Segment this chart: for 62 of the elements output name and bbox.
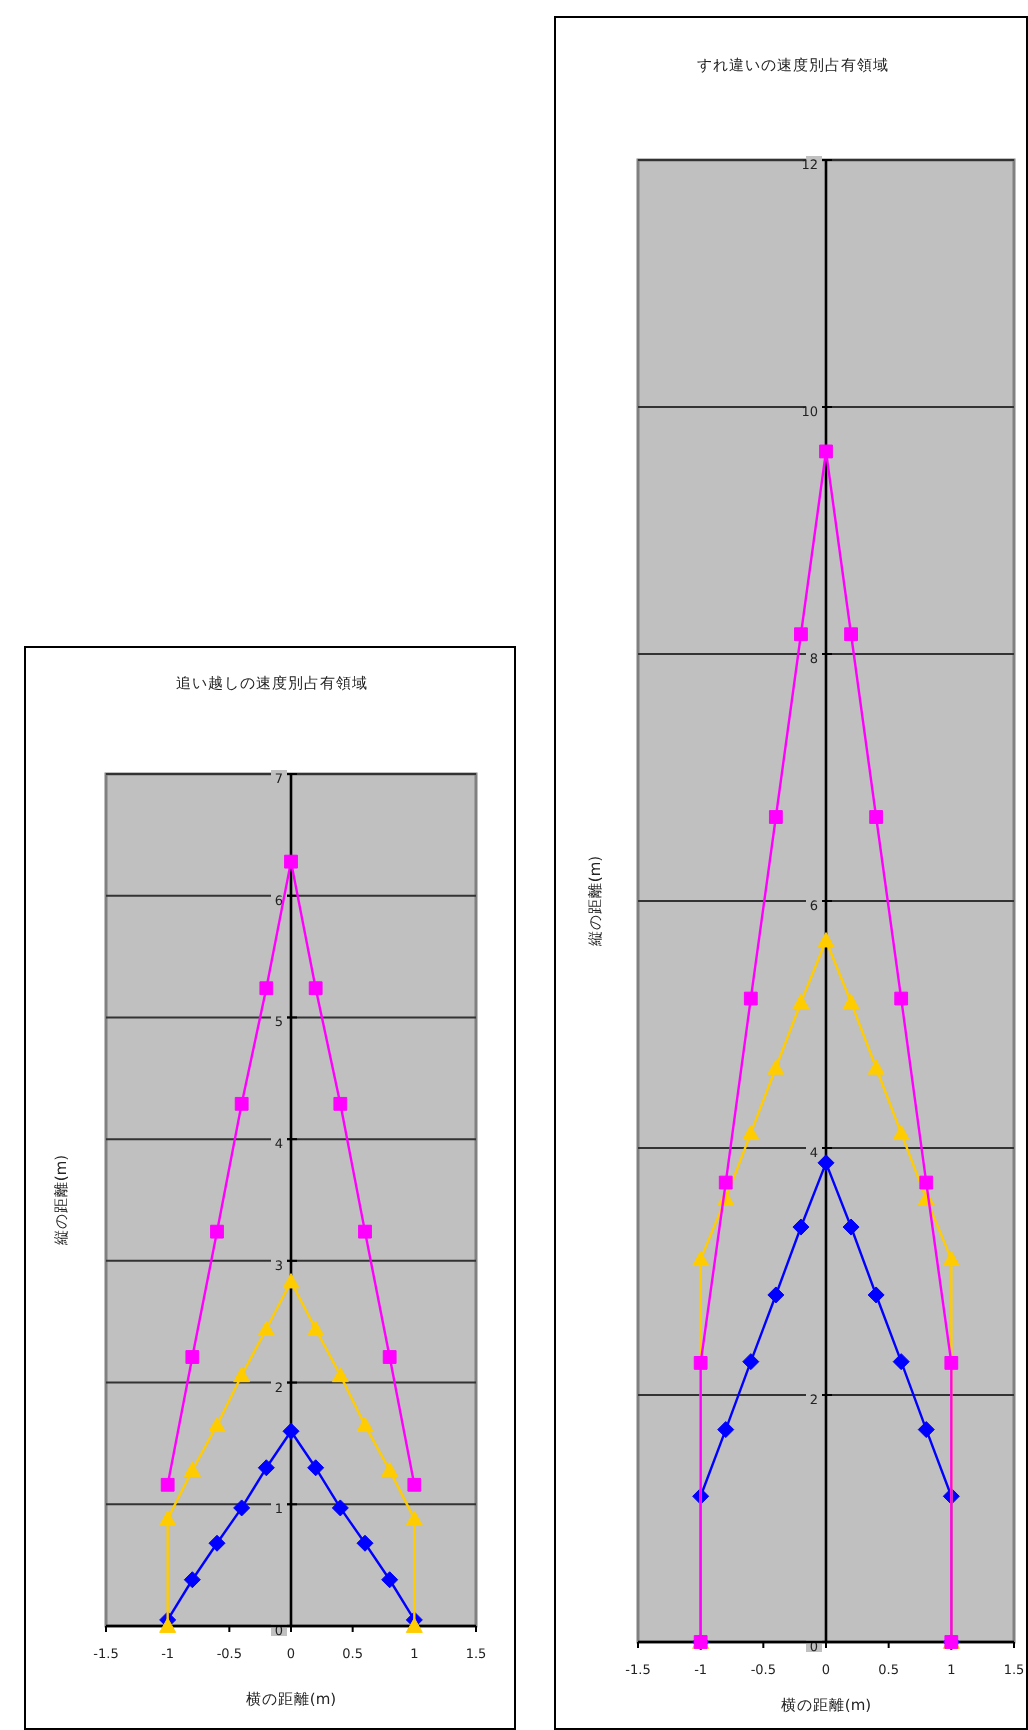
- point: [160, 1477, 175, 1492]
- point: [233, 1499, 251, 1517]
- point: [405, 1617, 423, 1633]
- point: [282, 1273, 300, 1289]
- point: [407, 1477, 422, 1492]
- point: [382, 1350, 397, 1364]
- point: [692, 1250, 710, 1267]
- point: [792, 993, 810, 1010]
- point: [842, 993, 860, 1010]
- point: [942, 1250, 960, 1267]
- point: [919, 1175, 934, 1190]
- point: [183, 1571, 201, 1589]
- point: [159, 1510, 177, 1526]
- point: [234, 1096, 249, 1111]
- point: [183, 1461, 201, 1478]
- point: [717, 1421, 735, 1439]
- point: [333, 1096, 348, 1111]
- point: [358, 1224, 372, 1239]
- point: [767, 1059, 785, 1075]
- point: [794, 627, 808, 642]
- point: [892, 1124, 910, 1141]
- point: [842, 1218, 860, 1236]
- point: [742, 1124, 760, 1141]
- point: [282, 1422, 300, 1440]
- point: [944, 1355, 959, 1370]
- point: [742, 1353, 760, 1371]
- point: [210, 1224, 224, 1239]
- point: [817, 1154, 835, 1172]
- point: [892, 1353, 910, 1371]
- point: [767, 1286, 785, 1304]
- point: [208, 1416, 226, 1433]
- point: [405, 1510, 423, 1526]
- point: [768, 810, 783, 824]
- point: [381, 1571, 399, 1589]
- point: [817, 932, 835, 948]
- point: [718, 1175, 733, 1190]
- point: [792, 1218, 810, 1236]
- point: [331, 1366, 349, 1383]
- point: [307, 1459, 325, 1477]
- point: [867, 1286, 885, 1304]
- point: [208, 1534, 226, 1552]
- point: [308, 981, 323, 996]
- point: [819, 444, 833, 459]
- point: [159, 1617, 177, 1633]
- point: [257, 1459, 275, 1477]
- point: [869, 810, 884, 824]
- point: [185, 1350, 200, 1364]
- point: [356, 1416, 374, 1433]
- point: [284, 854, 298, 869]
- point: [743, 991, 758, 1006]
- point: [844, 627, 858, 642]
- point: [356, 1534, 374, 1552]
- point: [233, 1366, 251, 1383]
- point: [894, 991, 909, 1006]
- point: [693, 1355, 708, 1370]
- point: [307, 1320, 325, 1336]
- point: [257, 1320, 275, 1336]
- point: [917, 1421, 935, 1439]
- point: [867, 1059, 885, 1075]
- point: [259, 981, 274, 996]
- point: [331, 1499, 349, 1517]
- point: [381, 1461, 399, 1478]
